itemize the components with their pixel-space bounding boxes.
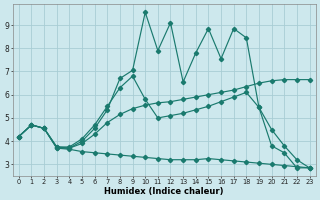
X-axis label: Humidex (Indice chaleur): Humidex (Indice chaleur) [104,187,224,196]
